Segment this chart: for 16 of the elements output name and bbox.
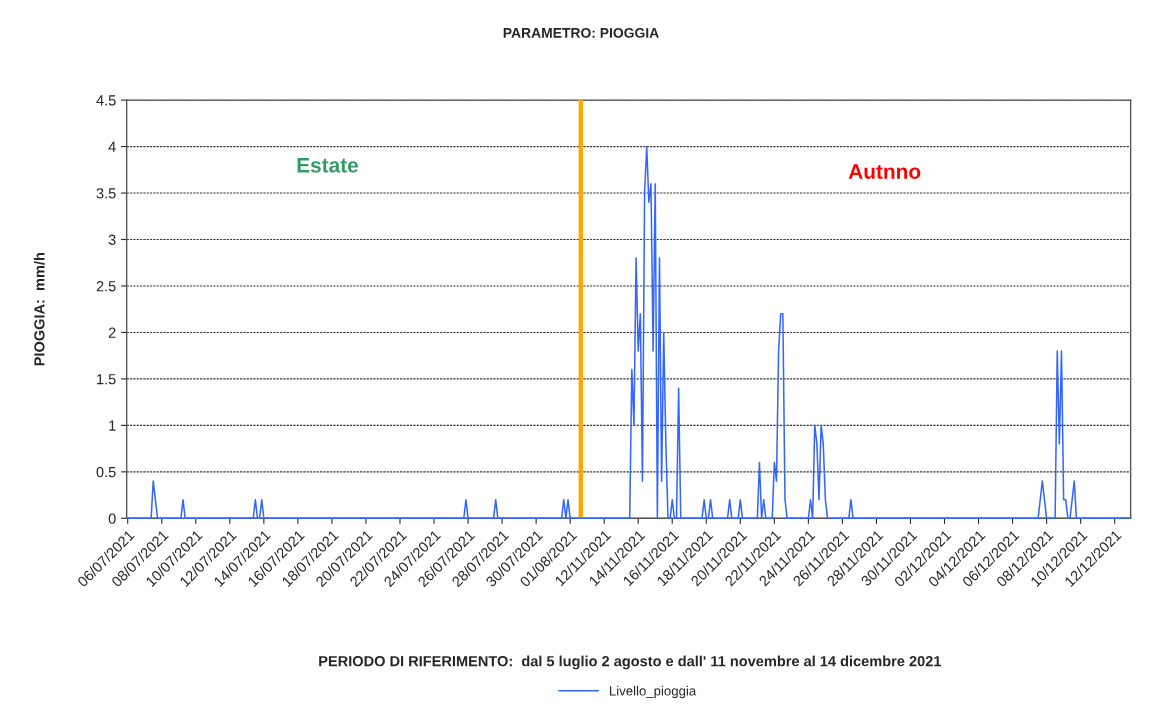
x-axis-title: PERIODO DI RIFERIMENTO: dal 5 luglio 2 agosto e dall' 11 novembre al 14 dicembre 2021 — [319, 655, 942, 670]
legend-label: Livello_pioggia — [609, 685, 697, 699]
y-tick-label: 1 — [109, 420, 116, 431]
y-tick-label: 3.5 — [96, 188, 116, 199]
annotation: Autnno — [848, 164, 921, 179]
y-tick-label: 2.5 — [96, 281, 116, 292]
y-tick-label: 0.5 — [96, 466, 116, 478]
y-tick-label: 0 — [108, 513, 116, 524]
y-tick-label: 4.5 — [96, 95, 116, 106]
y-tick-label: 3 — [108, 234, 116, 245]
y-tick-label: 4 — [108, 141, 116, 152]
y-axis-title: PIOGGIA: mm/h — [33, 252, 45, 366]
y-tick-label: 2 — [108, 327, 116, 338]
annotation: Estate — [297, 158, 359, 173]
y-tick-label: 1.5 — [97, 374, 116, 385]
chart-title: PARAMETRO: PIOGGIA — [503, 27, 659, 38]
